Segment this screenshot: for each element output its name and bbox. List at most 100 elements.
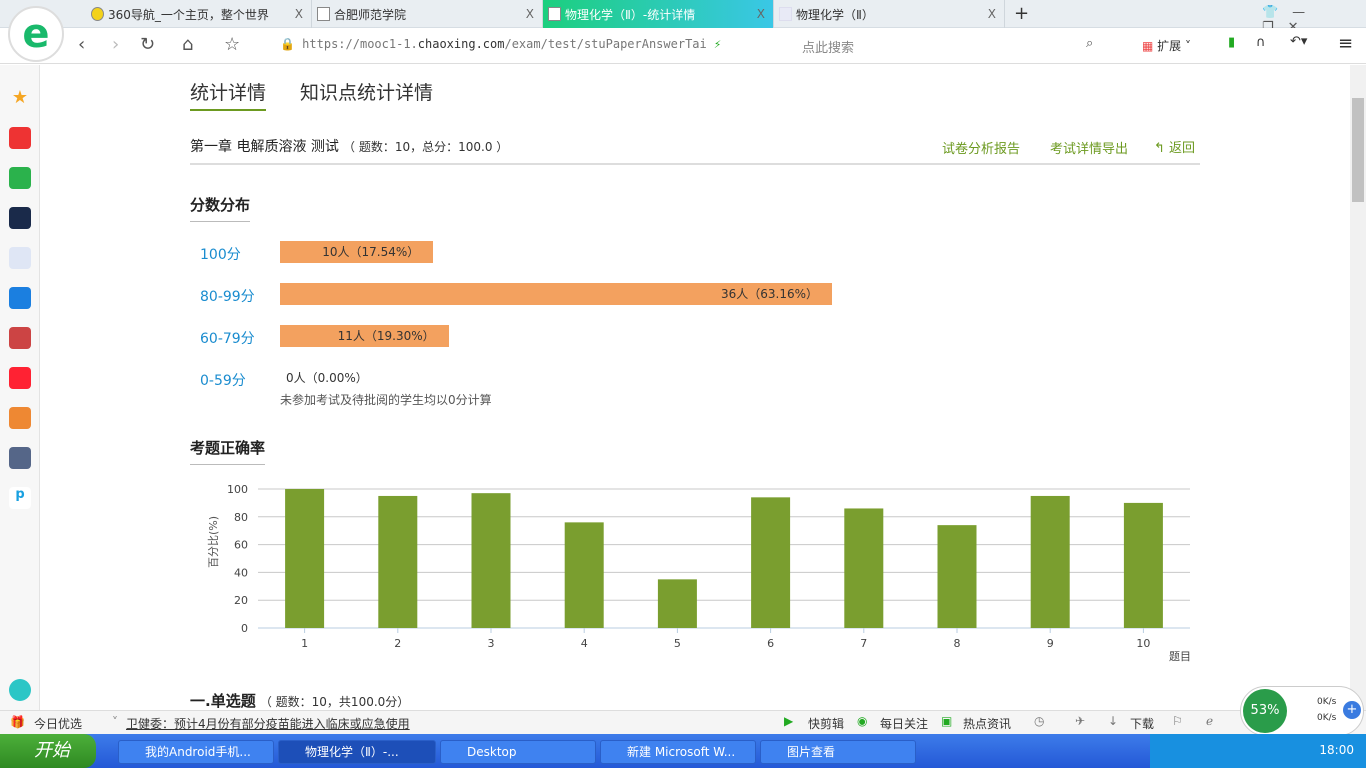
close-icon[interactable]: X	[294, 7, 303, 21]
news-icon: ▣	[941, 714, 953, 728]
forward-icon[interactable]: ›	[112, 34, 120, 55]
clock-icon[interactable]: ◷	[1034, 714, 1045, 728]
news-ticker[interactable]: 卫健委：预计4月份有部分疫苗能进入临床或应急使用	[126, 717, 410, 731]
tab-label: 360导航_一个主页，整个世界	[108, 7, 269, 22]
star-icon[interactable]: ☆	[224, 34, 241, 55]
scrollbar[interactable]	[1350, 65, 1366, 710]
analysis-report-link[interactable]: 试卷分析报告	[942, 142, 1021, 157]
x-tick-label: 8	[954, 637, 961, 650]
extensions-button[interactable]: ▦ 扩展 ˅	[1142, 39, 1192, 53]
ie-icon[interactable]: ℯ	[1206, 714, 1214, 728]
back-icon[interactable]: ‹	[78, 34, 86, 55]
clip-icon: ▶	[784, 714, 794, 728]
y-tick-label: 20	[234, 594, 248, 607]
bar	[1030, 495, 1070, 628]
y-tick-label: 80	[234, 511, 248, 524]
close-icon[interactable]: X	[987, 7, 996, 21]
tab-knowledge-stats[interactable]: 知识点统计详情	[300, 82, 434, 104]
export-link[interactable]: 考试详情导出	[1050, 142, 1129, 157]
favorites-icon[interactable]: ★	[11, 87, 29, 108]
tab-label: 合肥师范学院	[334, 7, 407, 22]
taskbar-item[interactable]: 我的Android手机...	[118, 740, 274, 764]
y-tick-label: 40	[234, 566, 248, 579]
y-tick-label: 100	[227, 483, 248, 496]
search-input[interactable]: 点此搜索	[802, 41, 855, 56]
mail-icon[interactable]	[9, 167, 31, 189]
tab-label: 物理化学（Ⅱ）-统计详情	[565, 7, 696, 22]
close-icon[interactable]: X	[756, 7, 765, 21]
back-link[interactable]: ↰ 返回	[1154, 137, 1195, 156]
flag-icon[interactable]: ⚐	[1172, 714, 1183, 728]
left-sidebar: ★ p	[0, 65, 40, 710]
system-tray: 18:00	[1150, 734, 1366, 768]
weibo-icon[interactable]	[9, 127, 31, 149]
battery-icon[interactable]: ▮	[1228, 35, 1236, 50]
reload-icon[interactable]: ↻	[140, 34, 156, 55]
url-suffix: /exam/test/stuPaperAnswerTai	[504, 37, 707, 51]
bar	[937, 525, 977, 628]
new-tab-button[interactable]: +	[1014, 3, 1030, 24]
xiaohongshu-icon[interactable]	[9, 367, 31, 389]
taskbar: 开始 我的Android手机... 物理化学（Ⅱ）-... Desktop 新建…	[0, 734, 1366, 768]
browser-logo[interactable]: e	[8, 6, 64, 62]
tab-stats[interactable]: 物理化学（Ⅱ）-统计详情 X	[543, 0, 774, 28]
exam-meta: （ 题数：10，总分：100.0 ）	[343, 140, 509, 154]
x-tick-label: 2	[394, 637, 401, 650]
app-icon[interactable]	[9, 207, 31, 229]
chevron-down-icon[interactable]: ˅	[112, 715, 118, 729]
game-icon[interactable]	[9, 327, 31, 349]
today-picks[interactable]: 今日优选	[34, 717, 83, 731]
tab-course[interactable]: 物理化学（Ⅱ） X	[774, 0, 1005, 28]
distribution-bar: 11人（19.30%）	[280, 325, 449, 347]
back-label: 返回	[1169, 141, 1196, 156]
menu-icon[interactable]: ≡	[1338, 33, 1354, 54]
plus-icon[interactable]: +	[1343, 701, 1361, 719]
taskbar-item[interactable]: 图片查看	[760, 740, 916, 764]
chat-icon[interactable]	[9, 287, 31, 309]
pin-icon[interactable]: ✈	[1075, 714, 1086, 728]
hot-news[interactable]: 热点资讯	[963, 717, 1012, 731]
lightning-icon[interactable]: ⚡	[714, 37, 722, 51]
bar	[1123, 502, 1163, 628]
page-icon	[317, 7, 330, 21]
search-icon[interactable]: ⌕	[1086, 36, 1094, 51]
upload-speed: 0K/s	[1317, 697, 1337, 707]
x-tick-label: 3	[488, 637, 495, 650]
download-link[interactable]: 下载	[1130, 717, 1155, 731]
taskbar-item[interactable]: Desktop	[440, 740, 596, 764]
distribution-label: 80-99分	[200, 289, 255, 305]
x-tick-label: 6	[767, 637, 774, 650]
start-button[interactable]: 开始	[0, 734, 96, 768]
undo-icon[interactable]: ↶▾	[1290, 34, 1308, 49]
distribution-label: 100分	[200, 247, 241, 263]
word-icon[interactable]	[9, 247, 31, 269]
close-icon[interactable]: X	[525, 7, 534, 21]
headphone-icon[interactable]: ∩	[1256, 35, 1266, 50]
quick-clip[interactable]: 快剪辑	[808, 717, 845, 731]
grid-icon: ▦	[1142, 39, 1154, 53]
x-tick-label: 1	[301, 637, 308, 650]
360-icon	[91, 7, 104, 21]
y-tick-label: 0	[241, 622, 248, 635]
tab-stats-detail[interactable]: 统计详情	[190, 78, 267, 111]
start-label: 开始	[34, 740, 70, 761]
taskbar-item[interactable]: 物理化学（Ⅱ）-...	[278, 740, 436, 764]
distribution-note: 未参加考试及待批阅的学生均以0分计算	[280, 393, 492, 407]
download-icon: ↓	[1108, 714, 1119, 728]
home-icon[interactable]: ⌂	[182, 34, 194, 55]
taskbar-item[interactable]: 新建 Microsoft W...	[600, 740, 756, 764]
scrollbar-thumb[interactable]	[1352, 98, 1364, 202]
url-prefix: https://mooc1-1.	[302, 37, 418, 51]
daily-follow[interactable]: 每日关注	[880, 717, 929, 731]
speed-widget[interactable]: 53% 0K/s 0K/s +	[1240, 686, 1364, 736]
url-field[interactable]: 🔒 https://mooc1-1.chaoxing.com/exam/test…	[280, 37, 721, 51]
bar	[751, 497, 791, 628]
game3-icon[interactable]	[9, 447, 31, 469]
add-icon[interactable]	[9, 679, 31, 701]
game2-icon[interactable]	[9, 407, 31, 429]
tab-360[interactable]: 360导航_一个主页，整个世界 X	[86, 0, 312, 28]
extensions-label: 扩展	[1157, 39, 1182, 53]
distribution-label: 60-79分	[200, 331, 255, 347]
p-app-icon[interactable]: p	[9, 487, 31, 509]
tab-hfnu[interactable]: 合肥师范学院 X	[312, 0, 543, 28]
